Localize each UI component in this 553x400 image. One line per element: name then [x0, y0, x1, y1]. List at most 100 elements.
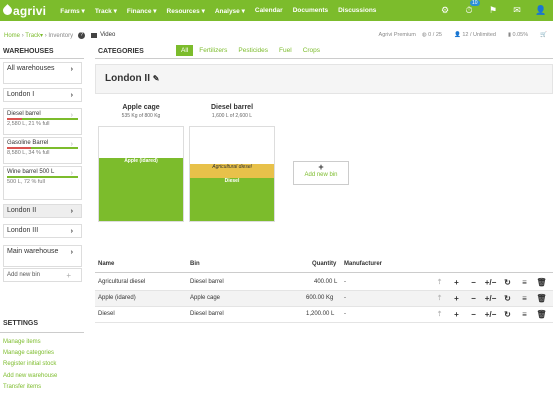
mail-icon[interactable]: ✉	[513, 5, 521, 15]
manage-items-link[interactable]: Manage items	[3, 339, 41, 345]
remove-icon[interactable]: −	[471, 294, 476, 303]
cart-icon[interactable]: 🛒	[540, 32, 547, 38]
chevron-right-icon: ›	[70, 228, 73, 235]
refresh-icon[interactable]: ↻	[504, 294, 511, 303]
divider	[95, 272, 553, 273]
refresh-icon[interactable]: ↻	[504, 310, 511, 319]
bin-item[interactable]: Diesel barrel 2,580 L, 21 % full ›	[3, 108, 82, 135]
main-nav: Farms ▾ Track ▾ Finance ▾ Resources ▾ An…	[60, 7, 386, 15]
bin-segment: Agricultural diesel	[190, 163, 274, 178]
warehouse-title-panel: London II ✎	[95, 64, 553, 94]
col-quantity[interactable]: Quantity	[312, 261, 337, 267]
nav-farms[interactable]: Farms ▾	[60, 7, 85, 15]
agrivi-logo[interactable]: agrivi	[1, 3, 47, 18]
col-name[interactable]: Name	[98, 261, 115, 267]
bin-fill-bar	[7, 147, 78, 149]
bin-item[interactable]: Gasoline Barrel 8,580 L, 34 % full ›	[3, 137, 82, 164]
trash-icon[interactable]: 🗑	[536, 294, 547, 303]
trash-icon[interactable]: 🗑	[536, 278, 547, 287]
nav-calendar[interactable]: Calendar	[254, 6, 283, 14]
farms-count: ◍ 0 / 25	[421, 32, 442, 38]
warehouse-london-i[interactable]: London I ›	[3, 88, 82, 102]
bin-segment: Diesel	[190, 177, 274, 221]
bin-box-apple-cage[interactable]: Apple (idared)	[98, 126, 184, 222]
table-row[interactable]: Diesel Diesel barrel 1,200.00 L - ⇡ + − …	[95, 307, 553, 323]
transfer-items-link[interactable]: Transfer items	[3, 384, 42, 390]
remove-icon[interactable]: −	[471, 278, 476, 287]
breadcrumb: Home › Track▾ › Inventory	[4, 32, 74, 39]
manage-categories-link[interactable]: Manage categories	[3, 350, 55, 356]
nav-discussions[interactable]: Discussions	[338, 6, 377, 14]
top-navbar: agrivi Farms ▾ Track ▾ Finance ▾ Resourc…	[0, 0, 553, 21]
nav-documents[interactable]: Documents	[292, 6, 329, 14]
add-icon[interactable]: +	[454, 278, 459, 287]
adjust-icon[interactable]: +/−	[484, 278, 497, 287]
bin-fill-bar	[7, 118, 78, 120]
breadcrumb-track[interactable]: Track	[25, 32, 41, 39]
bin-fill-bar	[7, 176, 78, 178]
warehouse-london-iii[interactable]: London III ›	[3, 224, 82, 238]
add-new-bin-sidebar[interactable]: Add new bin +	[3, 268, 82, 282]
adjust-icon[interactable]: +/−	[484, 294, 497, 303]
warehouse-title: London II	[105, 73, 150, 84]
divider	[0, 58, 84, 59]
tab-fuel[interactable]: Fuel	[279, 47, 292, 54]
video-link[interactable]: Video	[91, 32, 115, 38]
chevron-right-icon: ›	[70, 92, 73, 99]
warehouse-main[interactable]: Main warehouse ›	[3, 245, 82, 267]
transfer-icon[interactable]: ⇡	[436, 311, 443, 318]
register-initial-stock-link[interactable]: Register initial stock	[3, 361, 57, 367]
breadcrumb-home[interactable]: Home	[4, 32, 21, 39]
bin-item[interactable]: Wine barrel 500 L 500 L, 72 % full ›	[3, 166, 82, 200]
table-row[interactable]: Agricultural diesel Diesel barrel 400.00…	[95, 275, 553, 291]
brand-name: agrivi	[13, 3, 47, 18]
categories-heading: CATEGORIES	[98, 48, 144, 55]
transfer-icon[interactable]: ⇡	[436, 295, 443, 302]
pencil-icon[interactable]: ✎	[152, 74, 160, 83]
gear-icon[interactable]: ⚙	[440, 5, 450, 15]
chevron-right-icon: ›	[70, 112, 73, 119]
plan-label: Agrivi Premium	[378, 32, 416, 38]
tab-fertilizers[interactable]: Fertilizers	[199, 47, 228, 54]
add-new-bin-button[interactable]: + Add new bin	[293, 161, 349, 185]
warehouse-all[interactable]: All warehouses ›	[3, 62, 82, 84]
chevron-right-icon: ›	[70, 208, 73, 215]
tab-all[interactable]: All	[176, 45, 194, 56]
divider	[95, 58, 553, 59]
user-icon[interactable]: 👤	[535, 5, 547, 15]
add-icon[interactable]: +	[454, 310, 459, 319]
add-icon[interactable]: +	[454, 294, 459, 303]
table-header: Name Bin Quantity Manufacturer	[98, 259, 553, 271]
help-icon[interactable]: ?	[78, 31, 86, 39]
adjust-icon[interactable]: +/−	[484, 310, 497, 319]
list-icon[interactable]: ≡	[522, 310, 527, 319]
sub-bar: Home › Track▾ › Inventory ? Video Agrivi…	[0, 28, 553, 42]
warehouses-heading: WAREHOUSES	[3, 48, 54, 55]
tab-pesticides[interactable]: Pesticides	[238, 47, 269, 54]
trash-icon[interactable]: 🗑	[536, 310, 547, 319]
category-tabs: All Fertilizers Pesticides Fuel Crops	[176, 45, 326, 56]
refresh-icon[interactable]: ↻	[504, 278, 511, 287]
bin-box-diesel-barrel[interactable]: Agricultural diesel Diesel	[189, 126, 275, 222]
nav-finance[interactable]: Finance ▾	[126, 7, 157, 15]
account-status: Agrivi Premium ◍ 0 / 25 👤 12 / Unlimited…	[379, 28, 553, 42]
nav-resources[interactable]: Resources ▾	[166, 7, 205, 15]
add-new-warehouse-link[interactable]: Add new warehouse	[3, 373, 58, 379]
storage-usage: ▮ 0.05%	[507, 32, 529, 38]
list-icon[interactable]: ≡	[522, 278, 527, 287]
tab-crops[interactable]: Crops	[302, 47, 321, 54]
settings-heading: SETTINGS	[3, 320, 39, 327]
transfer-icon[interactable]: ⇡	[436, 279, 443, 286]
table-row[interactable]: Apple (idared) Apple cage 600.00 Kg - ⇡ …	[95, 291, 553, 307]
col-manufacturer[interactable]: Manufacturer	[344, 261, 383, 267]
bin-visual-diesel-barrel: Diesel barrel 1,600 L of 2,600 L	[210, 104, 254, 119]
nav-analyse[interactable]: Analyse ▾	[214, 7, 245, 15]
chevron-right-icon: ›	[70, 170, 73, 177]
flag-icon[interactable]: ⚑	[488, 5, 498, 15]
col-bin[interactable]: Bin	[190, 261, 200, 267]
nav-track[interactable]: Track ▾	[94, 7, 117, 15]
list-icon[interactable]: ≡	[522, 294, 527, 303]
remove-icon[interactable]: −	[471, 310, 476, 319]
notifications-icon[interactable]: ⏱ 10	[465, 0, 480, 15]
warehouse-london-ii[interactable]: London II ›	[3, 204, 82, 218]
